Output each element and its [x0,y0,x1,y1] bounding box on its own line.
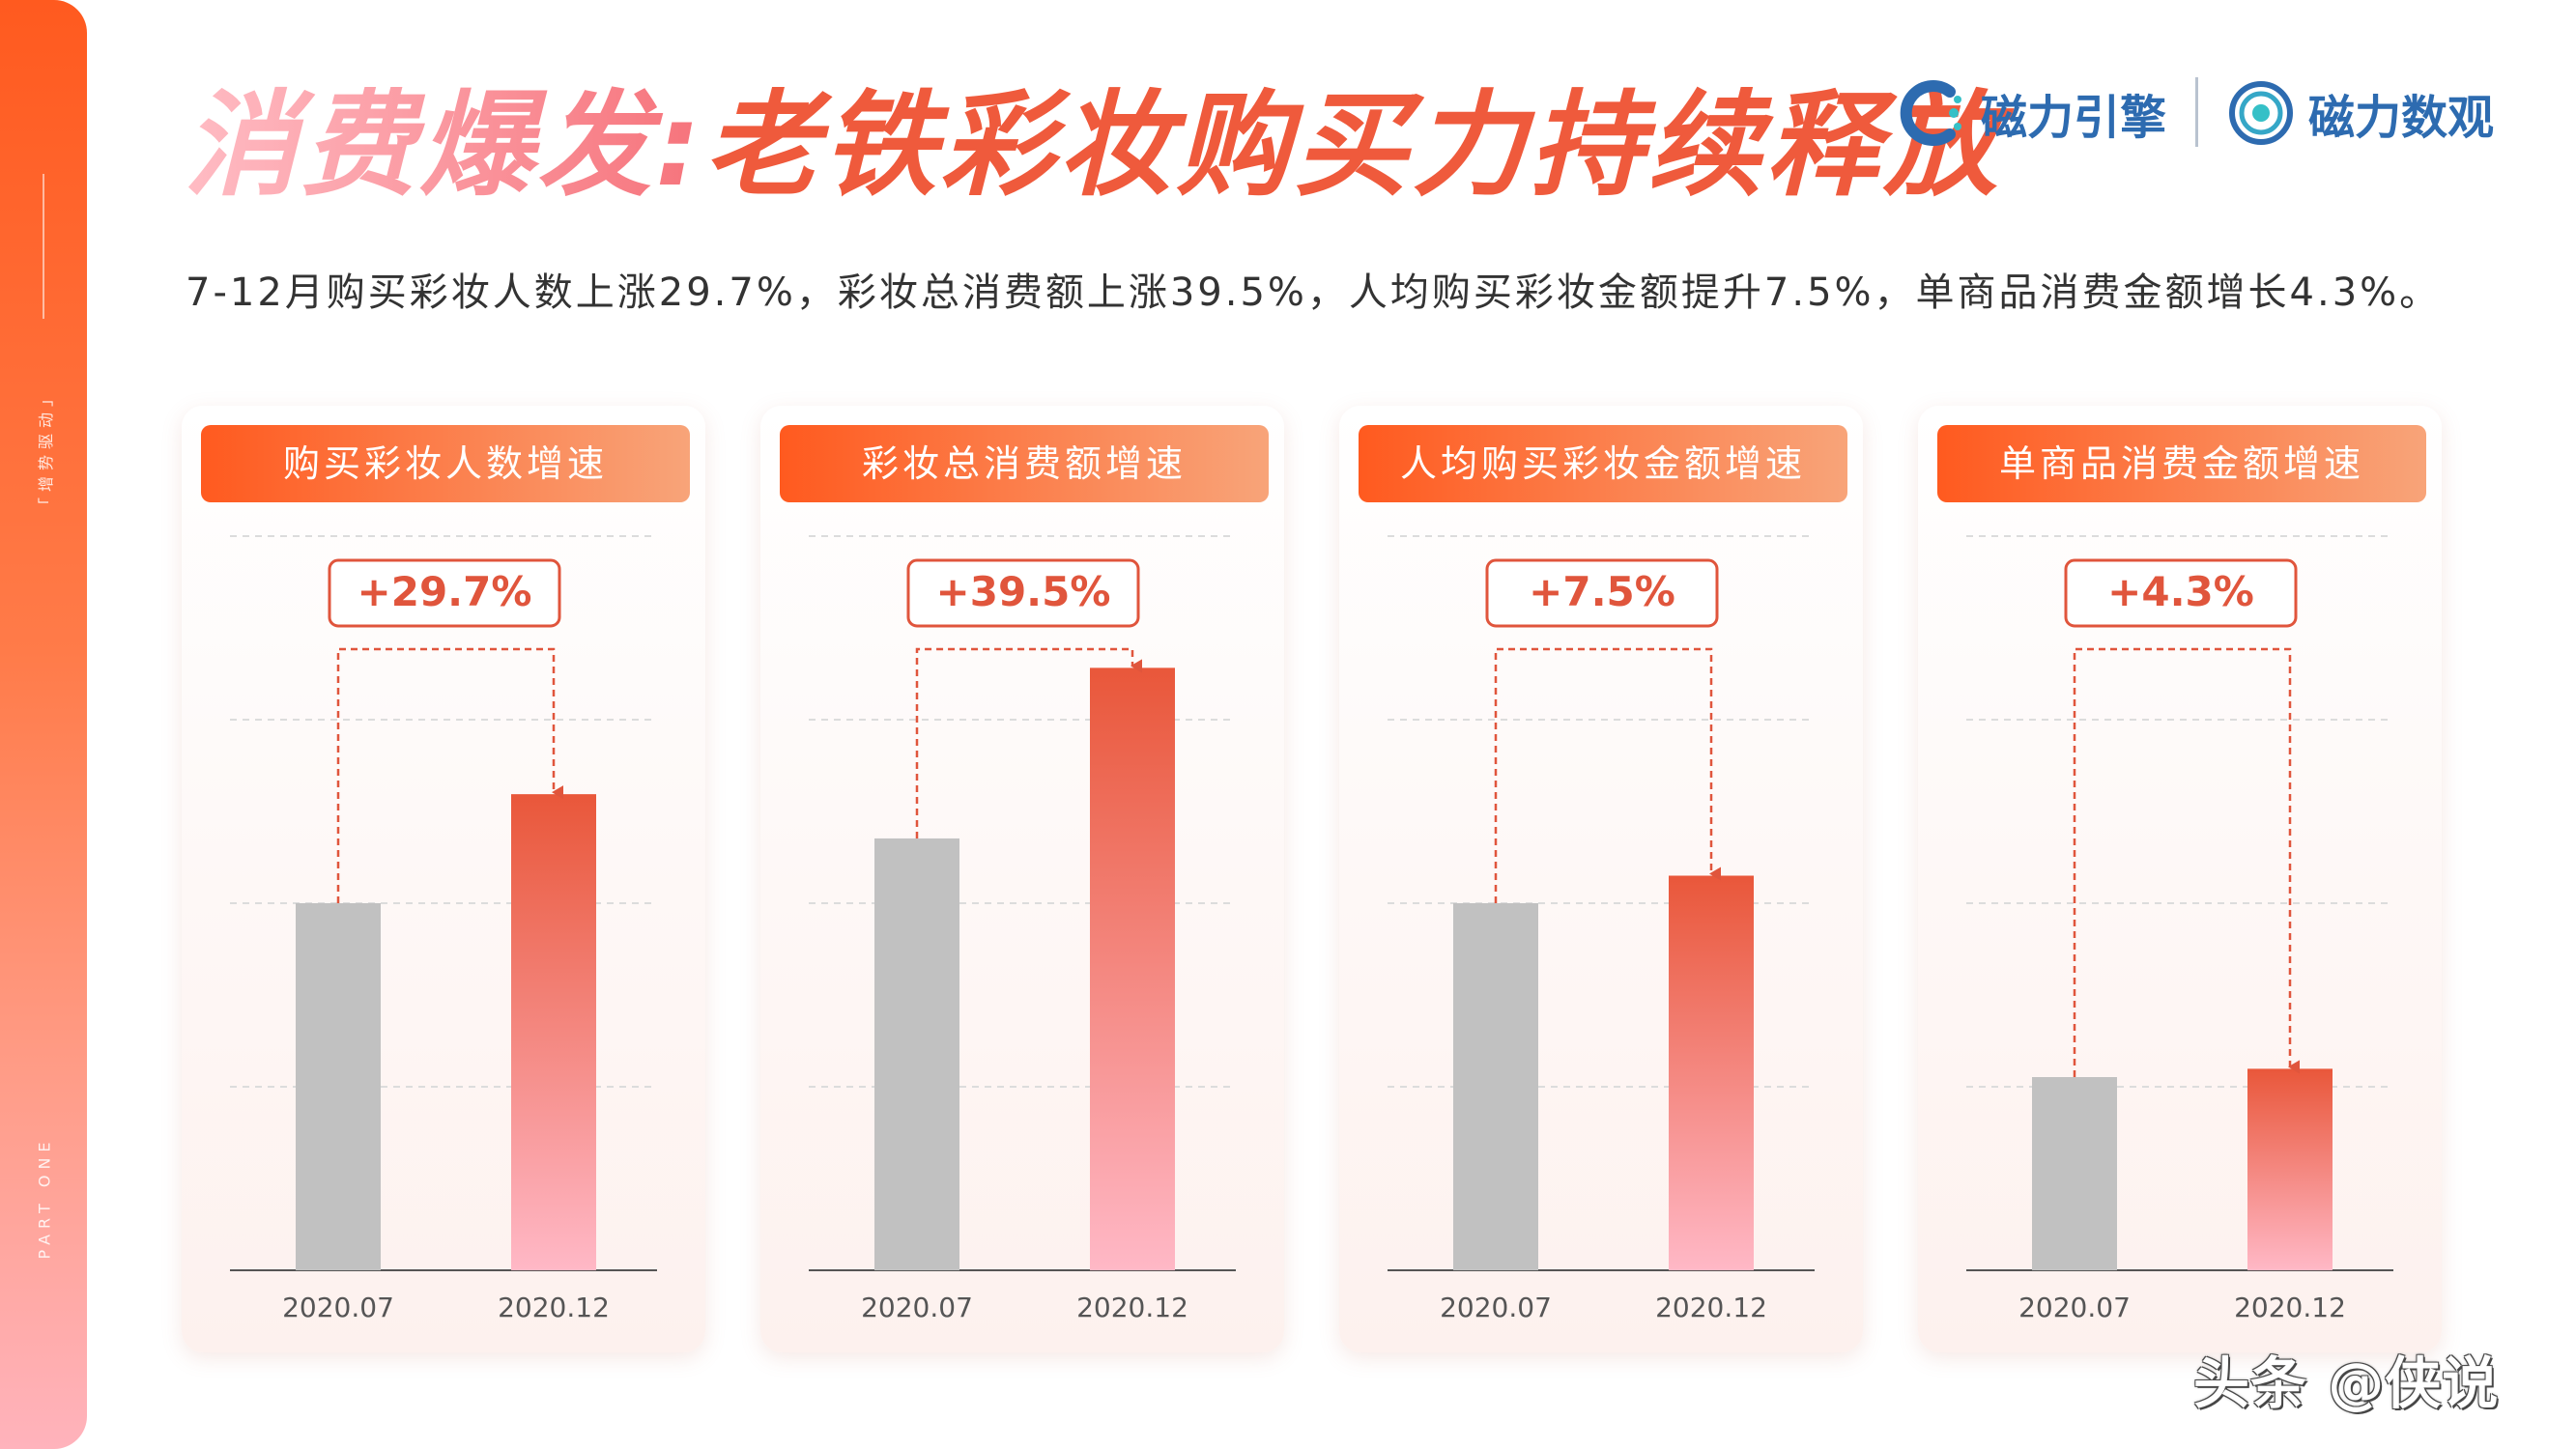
chart-4-x-tick: 2020.07 [2018,1292,2131,1323]
chart-4-growth-label: +4.3% [2107,568,2254,615]
chart-4: 2020.07 2020.12 +4.3% [1966,535,2393,1323]
chart-card-3: 人均购买彩妆金额增速 2020.07 2020.12 +7.5% [1339,406,1863,1352]
logo-insight-text: 磁力数观 [2308,91,2495,145]
chart-3-x-tick: 2020.07 [1440,1292,1552,1323]
insight-logo-icon [2229,81,2293,145]
chart-2-bar-1 [874,838,959,1270]
chart-2: 2020.07 2020.12 +39.5% [809,535,1236,1323]
logo-engine: 磁力引擎 [1894,70,2166,156]
side-divider [43,174,44,319]
chart-3-growth-arrow [1494,647,1721,903]
chart-2-bar-2 [1090,668,1175,1270]
chart-card-1-title: 购买彩妆人数增速 [201,425,690,502]
chart-card-3-title: 人均购买彩妆金额增速 [1359,425,1847,502]
chart-1-bar-2 [511,794,596,1270]
page-title: 消费爆发:老铁彩妆购买力持续释放 [184,68,2001,222]
logo-insight: 磁力数观 [2227,70,2494,156]
chart-3-x-tick: 2020.12 [1655,1292,1767,1323]
side-part-label: PART ONE [35,1136,54,1260]
chart-3: 2020.07 2020.12 +7.5% [1388,535,1815,1323]
chart-1-growth-arrow [336,647,563,903]
logo-separator [2195,77,2198,147]
chart-1-growth-badge [328,558,561,628]
watermark: 头条 @侠说 [2193,1350,2500,1416]
chart-1: 2020.07 2020.12 +29.7% [230,535,657,1323]
chart-2-x-tick: 2020.07 [861,1292,973,1323]
chart-4-bar-2 [2247,1068,2333,1270]
side-bar: 「增势驱动」 PART ONE [0,0,87,1449]
chart-card-2: 彩妆总消费额增速 2020.07 2020.12 +39.5% [760,406,1284,1352]
page-title-rest: 老铁彩妆购买力持续释放 [704,78,2002,212]
chart-1-bar-1 [296,903,381,1270]
brand-logos: 磁力引擎 磁力数观 [1894,70,2512,156]
chart-4-x-tick: 2020.12 [2234,1292,2346,1323]
chart-1-growth-label: +29.7% [358,568,532,615]
logo-engine-text: 磁力引擎 [1981,91,2167,145]
chart-4-bar-1 [2032,1077,2117,1270]
chart-2-x-tick: 2020.12 [1076,1292,1188,1323]
chart-3-bar-1 [1453,903,1538,1270]
engine-logo-icon [1900,80,1961,146]
chart-1-x-tick: 2020.12 [498,1292,610,1323]
summary-text: 7-12月购买彩妆人数上涨29.7%，彩妆总消费额上涨39.5%，人均购买彩妆金… [186,270,2442,315]
chart-card-2-title: 彩妆总消费额增速 [780,425,1269,502]
page-title-highlight: 消费爆发: [184,78,705,212]
chart-2-growth-badge [906,558,1140,628]
chart-3-growth-label: +7.5% [1529,568,1675,615]
chart-1-x-tick: 2020.07 [282,1292,394,1323]
chart-2-growth-label: +39.5% [936,568,1111,615]
chart-3-growth-badge [1485,558,1719,628]
chart-card-1: 购买彩妆人数增速 2020.07 2020.12 +29.7% [182,406,705,1352]
chart-card-4: 单商品消费金额增速 2020.07 2020.12 +4.3% [1918,406,2442,1352]
chart-3-bar-2 [1669,875,1754,1270]
side-section-label: 「增势驱动」 [37,384,55,514]
chart-4-growth-badge [2064,558,2298,628]
chart-2-growth-arrow [915,647,1142,838]
chart-card-4-title: 单商品消费金额增速 [1937,425,2426,502]
chart-4-growth-arrow [2073,647,2300,1077]
